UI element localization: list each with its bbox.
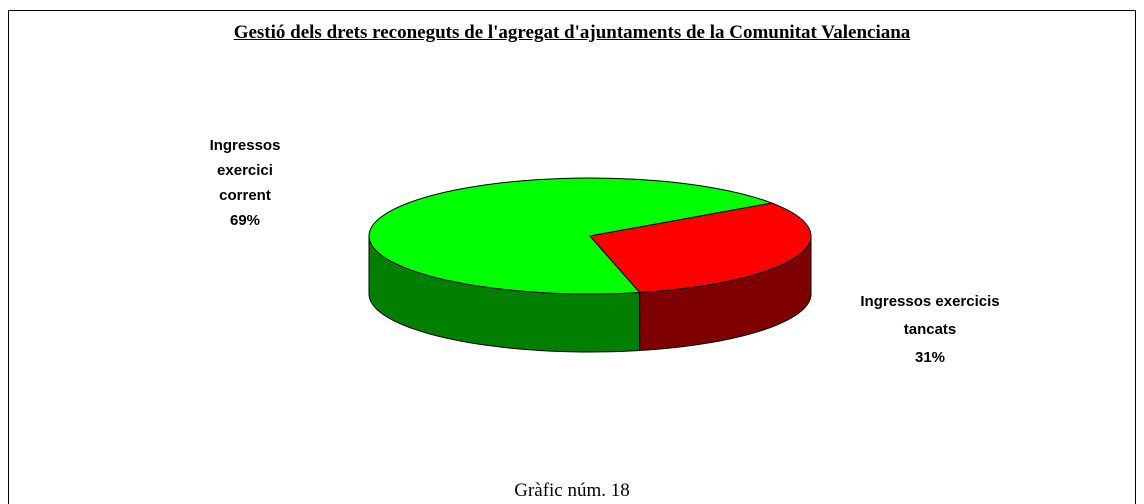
slice — [589, 202, 812, 294]
slice — [368, 177, 774, 295]
slice-label: Ingressos exercicis tancats 31% — [855, 288, 1005, 372]
slice-label: Ingressos exercici corrent 69% — [195, 133, 295, 233]
category-label: Ingressos exercici corrent — [209, 137, 281, 204]
value-label: 69% — [229, 212, 261, 229]
chart-title: Gestió dels drets reconeguts de l'agrega… — [233, 22, 911, 43]
caption: Gràfic núm. 18 — [514, 480, 630, 501]
value-label: 31% — [914, 349, 946, 366]
category-label: Ingressos exercicis tancats — [860, 293, 1000, 338]
